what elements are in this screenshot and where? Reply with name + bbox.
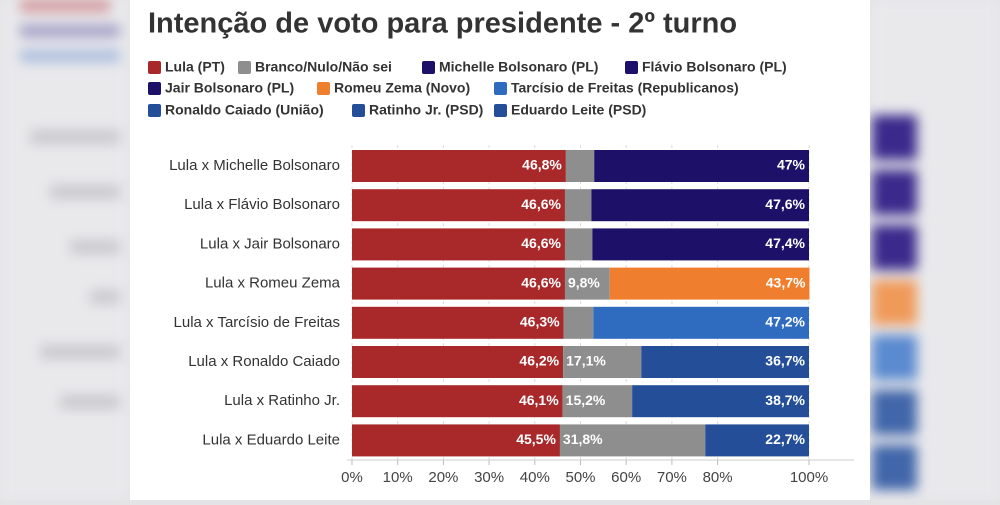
legend-swatch — [148, 104, 161, 117]
y-tick-label: Lula x Ratinho Jr. — [224, 392, 340, 409]
bar-segment — [641, 346, 809, 378]
legend-label: Michelle Bolsonaro (PL) — [439, 59, 598, 75]
value-label: 46,6% — [521, 196, 561, 212]
value-label: 45,5% — [516, 431, 556, 447]
x-tick-label: 10% — [383, 469, 413, 486]
y-tick-label: Lula x Romeu Zema — [205, 275, 341, 292]
legend-label: Eduardo Leite (PSD) — [511, 102, 646, 118]
legend-swatch — [148, 82, 161, 95]
value-label: 31,8% — [563, 431, 603, 447]
value-label: 38,7% — [765, 392, 805, 408]
legend-label: Ronaldo Caiado (União) — [165, 102, 324, 118]
bar-segment — [565, 150, 595, 182]
value-label: 47% — [777, 157, 806, 173]
legend-label: Lula (PT) — [165, 59, 225, 75]
value-label: 36,7% — [765, 353, 805, 369]
legend-label: Tarcísio de Freitas (Republicanos) — [511, 80, 739, 96]
bar-segment — [564, 228, 593, 261]
legend-label: Jair Bolsonaro (PL) — [165, 80, 294, 96]
value-label: 47,2% — [765, 314, 805, 330]
bar-segment — [352, 228, 565, 261]
y-tick-label: Lula x Michelle Bolsonaro — [169, 157, 340, 174]
value-label: 43,7% — [766, 274, 806, 290]
value-label: 46,3% — [520, 314, 560, 330]
x-tick-label: 40% — [520, 469, 550, 486]
x-tick-label: 70% — [657, 469, 687, 486]
x-tick-label: 50% — [565, 469, 595, 486]
bar-segment — [352, 189, 565, 222]
bar-segment — [352, 267, 565, 300]
legend-swatch — [494, 82, 507, 95]
legend-swatch — [422, 61, 435, 74]
value-label: 46,8% — [522, 157, 562, 173]
bar-segment — [352, 346, 564, 378]
bar-segment — [562, 385, 633, 418]
y-tick-label: Lula x Eduardo Leite — [202, 431, 340, 448]
y-tick-label: Lula x Jair Bolsonaro — [200, 235, 340, 252]
legend-swatch — [494, 104, 507, 117]
value-label: 17,1% — [566, 353, 606, 369]
bar-segment — [705, 424, 809, 457]
x-tick-label: 80% — [703, 469, 733, 486]
x-tick-label: 60% — [611, 469, 641, 486]
value-label: 46,6% — [521, 274, 561, 290]
bar-segment — [593, 306, 809, 339]
value-label: 47,4% — [765, 235, 805, 251]
value-label: 22,7% — [765, 431, 805, 447]
y-tick-label: Lula x Tarcísio de Freitas — [174, 314, 340, 331]
bar-segment — [563, 346, 642, 378]
bar-segment — [594, 150, 809, 182]
value-label: 47,6% — [765, 196, 805, 212]
bar-segment — [591, 189, 809, 222]
legend-swatch — [238, 61, 251, 74]
legend-label: Ratinho Jr. (PSD) — [369, 102, 483, 118]
chart-title: Intenção de voto para presidente - 2º tu… — [148, 8, 737, 40]
bar-segment — [352, 424, 560, 457]
x-tick-label: 0% — [341, 469, 363, 486]
value-label: 46,2% — [519, 353, 559, 369]
value-label: 46,1% — [519, 392, 559, 408]
bar-segment — [352, 306, 564, 339]
bar-segment — [563, 306, 594, 339]
legend-label: Flávio Bolsonaro (PL) — [642, 59, 787, 75]
bar-segment — [352, 385, 563, 418]
y-tick-label: Lula x Flávio Bolsonaro — [184, 196, 340, 213]
legend-swatch — [317, 82, 330, 95]
legend-swatch — [148, 61, 161, 74]
bar-segment — [564, 189, 592, 222]
bar-segment — [632, 385, 809, 418]
legend-swatch — [352, 104, 365, 117]
value-label: 46,6% — [521, 235, 561, 251]
x-tick-label: 100% — [790, 469, 828, 486]
value-label: 9,8% — [568, 274, 600, 290]
y-tick-label: Lula x Ronaldo Caiado — [188, 353, 340, 370]
bar-segment — [559, 424, 706, 457]
x-tick-label: 30% — [474, 469, 504, 486]
bar-segment — [609, 267, 810, 300]
legend-label: Branco/Nulo/Não sei — [255, 59, 392, 75]
value-label: 15,2% — [566, 392, 606, 408]
bar-segment — [592, 228, 809, 261]
x-tick-label: 20% — [428, 469, 458, 486]
bar-segment — [352, 150, 566, 182]
legend-swatch — [625, 61, 638, 74]
legend-label: Romeu Zema (Novo) — [334, 80, 470, 96]
bar-segment — [564, 267, 610, 300]
